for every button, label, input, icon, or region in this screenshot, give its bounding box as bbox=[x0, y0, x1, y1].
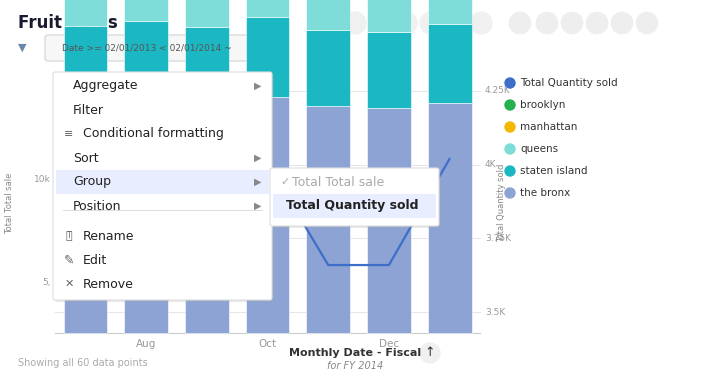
Text: Position: Position bbox=[73, 200, 121, 213]
Bar bbox=[63, 0, 107, 26]
Text: Conditional formatting: Conditional formatting bbox=[83, 128, 224, 141]
Text: 4K: 4K bbox=[485, 160, 496, 169]
FancyBboxPatch shape bbox=[53, 72, 272, 300]
Text: ⬜: ⬜ bbox=[66, 231, 72, 241]
Text: 4.25K: 4.25K bbox=[485, 86, 510, 95]
Text: Total Quantity sold: Total Quantity sold bbox=[498, 164, 506, 242]
Text: Edit: Edit bbox=[83, 253, 107, 266]
Text: Group: Group bbox=[73, 176, 111, 189]
Text: brooklyn: brooklyn bbox=[520, 100, 565, 110]
Text: ↑: ↑ bbox=[425, 346, 435, 360]
Text: Filter: Filter bbox=[73, 104, 104, 117]
Circle shape bbox=[420, 343, 440, 363]
Text: Total Total sale: Total Total sale bbox=[292, 176, 384, 189]
FancyBboxPatch shape bbox=[272, 170, 441, 228]
Text: Total Total sale: Total Total sale bbox=[6, 172, 14, 234]
Circle shape bbox=[420, 12, 442, 34]
Bar bbox=[428, 102, 471, 333]
Circle shape bbox=[395, 12, 417, 34]
Text: ≡: ≡ bbox=[65, 129, 74, 139]
Bar bbox=[367, 109, 411, 333]
Bar bbox=[185, 27, 229, 102]
Bar bbox=[246, 0, 290, 17]
FancyBboxPatch shape bbox=[55, 74, 274, 302]
Text: ✓: ✓ bbox=[280, 177, 290, 187]
Text: ▶: ▶ bbox=[254, 153, 262, 163]
Circle shape bbox=[505, 100, 515, 110]
Text: ▼: ▼ bbox=[18, 43, 26, 53]
Circle shape bbox=[509, 12, 531, 34]
Text: queens: queens bbox=[520, 144, 558, 154]
Circle shape bbox=[536, 12, 558, 34]
Circle shape bbox=[561, 12, 583, 34]
Text: manhattan: manhattan bbox=[520, 122, 577, 132]
FancyBboxPatch shape bbox=[45, 35, 271, 61]
Text: T: T bbox=[67, 232, 71, 240]
Bar bbox=[246, 97, 290, 333]
Text: the bronx: the bronx bbox=[520, 188, 570, 198]
Text: Aug: Aug bbox=[136, 339, 156, 349]
Text: Oct: Oct bbox=[258, 339, 277, 349]
Bar bbox=[124, 21, 168, 99]
Text: 3.75K: 3.75K bbox=[485, 234, 511, 243]
Bar bbox=[428, 24, 471, 102]
Text: ▶: ▶ bbox=[254, 81, 262, 91]
Circle shape bbox=[505, 188, 515, 198]
Text: Aggregate: Aggregate bbox=[73, 80, 138, 93]
Bar bbox=[367, 0, 411, 32]
Bar bbox=[185, 102, 229, 333]
Text: Date >= 02/01/2013 < 02/01/2014 ~: Date >= 02/01/2013 < 02/01/2014 ~ bbox=[62, 43, 231, 53]
Text: Total Quantity sold: Total Quantity sold bbox=[520, 78, 618, 88]
Circle shape bbox=[505, 166, 515, 176]
Text: 5,: 5, bbox=[43, 278, 51, 287]
Bar bbox=[306, 30, 350, 106]
Text: Rename: Rename bbox=[83, 229, 134, 242]
Text: Monthly Date - Fiscal: Monthly Date - Fiscal bbox=[289, 348, 421, 358]
Circle shape bbox=[344, 12, 366, 34]
Circle shape bbox=[505, 144, 515, 154]
Text: Total Quantity sold: Total Quantity sold bbox=[286, 200, 418, 213]
Bar bbox=[63, 26, 107, 102]
Text: Remove: Remove bbox=[83, 277, 134, 290]
Circle shape bbox=[371, 12, 393, 34]
Text: Showing all 60 data points: Showing all 60 data points bbox=[18, 358, 148, 368]
Text: staten island: staten island bbox=[520, 166, 587, 176]
Text: ✕: ✕ bbox=[65, 279, 74, 289]
Circle shape bbox=[636, 12, 658, 34]
Text: Dec: Dec bbox=[379, 339, 399, 349]
Text: Sort: Sort bbox=[73, 152, 99, 165]
Text: ▶: ▶ bbox=[254, 177, 262, 187]
Text: ✎: ✎ bbox=[64, 253, 75, 266]
Bar bbox=[246, 17, 290, 97]
Circle shape bbox=[470, 12, 492, 34]
Bar bbox=[306, 106, 350, 333]
Bar bbox=[428, 0, 471, 24]
Circle shape bbox=[505, 78, 515, 88]
Bar bbox=[124, 99, 168, 333]
Circle shape bbox=[505, 122, 515, 132]
Text: ▶: ▶ bbox=[254, 201, 262, 211]
Bar bbox=[273, 194, 436, 218]
Bar bbox=[124, 0, 168, 21]
Bar bbox=[185, 0, 229, 27]
Bar bbox=[63, 102, 107, 333]
Circle shape bbox=[445, 12, 467, 34]
Circle shape bbox=[586, 12, 608, 34]
Bar bbox=[367, 32, 411, 109]
Bar bbox=[56, 170, 269, 194]
Text: for FY 2014: for FY 2014 bbox=[327, 361, 383, 371]
Text: 10k: 10k bbox=[34, 175, 51, 184]
FancyBboxPatch shape bbox=[270, 168, 439, 226]
Text: 3.5K: 3.5K bbox=[485, 308, 506, 317]
Text: Fruit Sales: Fruit Sales bbox=[18, 14, 118, 32]
Circle shape bbox=[611, 12, 633, 34]
Bar bbox=[306, 0, 350, 30]
